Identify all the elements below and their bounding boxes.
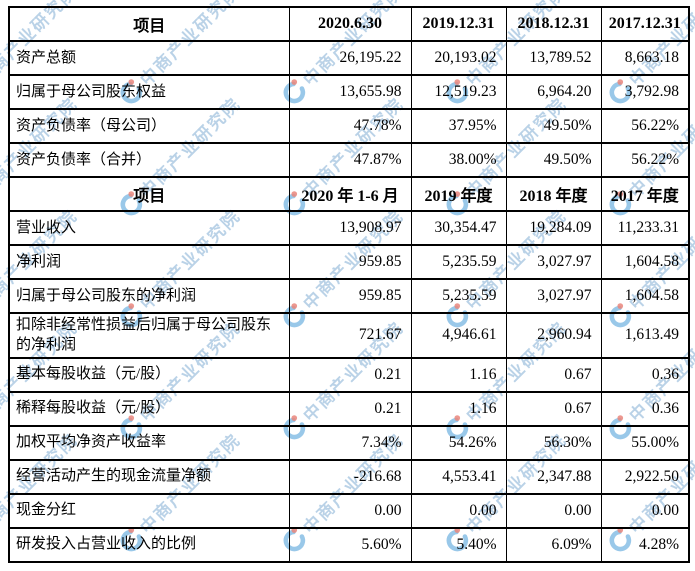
row-label: 研发投入占营业收入的比例 (8, 526, 290, 563)
table-row: 扣除非经常性损益后归属于母公司股东的净利润 721.67 4,946.61 2,960… (8, 312, 690, 359)
value-cell: 4,946.61 (410, 312, 507, 359)
value-cell: 0.36 (600, 356, 690, 393)
value-cell: 5.60% (288, 526, 412, 563)
value-cell: 8,663.18 (600, 40, 690, 76)
value-cell: 3,027.97 (505, 244, 602, 280)
value-cell: 0.21 (288, 356, 412, 393)
header-cell-period: 2019.12.31 (410, 6, 507, 42)
header-cell-item: 项目 (8, 176, 290, 212)
table-row: 营业收入 13,908.97 30,354.47 19,284.09 11,233.31 (8, 210, 690, 246)
table-row: 净利润 959.85 5,235.59 3,027.97 1,604.58 (8, 244, 690, 280)
table-row: 基本每股收益（元/股） 0.21 1.16 0.67 0.36 (8, 356, 690, 393)
value-cell: 1,604.58 (600, 244, 690, 280)
value-cell: 19,284.09 (505, 210, 602, 246)
row-label: 净利润 (8, 244, 290, 280)
table-row: 资产负债率（母公司） 47.78% 37.95% 49.50% 56.22% (8, 108, 690, 144)
header-cell-period: 2019 年度 (410, 176, 507, 212)
value-cell: 7.34% (288, 424, 412, 461)
value-cell: 38.00% (410, 142, 507, 178)
table-row: 经营活动产生的现金流量净额 -216.68 4,553.41 2,347.88 2,92… (8, 458, 690, 495)
value-cell: 56.30% (505, 424, 602, 461)
value-cell: 5,235.59 (410, 244, 507, 280)
value-cell: 6.09% (505, 526, 602, 563)
value-cell: 3,027.97 (505, 278, 602, 314)
value-cell: 13,908.97 (288, 210, 412, 246)
value-cell: 4.28% (600, 526, 690, 563)
row-label: 扣除非经常性损益后归属于母公司股东的净利润 (8, 312, 290, 359)
financial-table-body: 项目 2020.6.30 2019.12.31 2018.12.31 2017.12.3… (8, 6, 690, 563)
value-cell: 2,347.88 (505, 458, 602, 495)
row-label: 归属于母公司股东权益 (8, 74, 290, 110)
value-cell: 49.50% (505, 142, 602, 178)
table-row: 加权平均净资产收益率 7.34% 54.26% 56.30% 55.00% (8, 424, 690, 461)
value-cell: 47.78% (288, 108, 412, 144)
value-cell: 5.40% (410, 526, 507, 563)
header-cell-period: 2017 年度 (600, 176, 690, 212)
value-cell: 6,964.20 (505, 74, 602, 110)
value-cell: 11,233.31 (600, 210, 690, 246)
row-label: 营业收入 (8, 210, 290, 246)
row-label: 资产负债率（合并） (8, 142, 290, 178)
header-row: 项目 2020 年 1-6 月 2019 年度 2018 年度 2017 年度 (8, 176, 690, 212)
value-cell: 56.22% (600, 108, 690, 144)
value-cell: 0.67 (505, 390, 602, 427)
financial-summary-table: 项目 2020.6.30 2019.12.31 2018.12.31 2017.12.3… (8, 6, 690, 563)
table-row: 资产总额 26,195.22 20,193.02 13,789.52 8,663.18 (8, 40, 690, 76)
row-label: 现金分红 (8, 492, 290, 529)
value-cell: 13,789.52 (505, 40, 602, 76)
value-cell: 959.85 (288, 278, 412, 314)
table-row: 稀释每股收益（元/股） 0.21 1.16 0.67 0.36 (8, 390, 690, 427)
value-cell: 5,235.59 (410, 278, 507, 314)
row-label: 资产负债率（母公司） (8, 108, 290, 144)
value-cell: 0.36 (600, 390, 690, 427)
value-cell: -216.68 (288, 458, 412, 495)
value-cell: 2,922.50 (600, 458, 690, 495)
header-cell-period: 2020.6.30 (288, 6, 412, 42)
value-cell: 721.67 (288, 312, 412, 359)
value-cell: 0.00 (505, 492, 602, 529)
value-cell: 0.00 (288, 492, 412, 529)
value-cell: 4,553.41 (410, 458, 507, 495)
value-cell: 30,354.47 (410, 210, 507, 246)
value-cell: 54.26% (410, 424, 507, 461)
table-row: 归属于母公司股东权益 13,655.98 12,519.23 6,964.20 3,79… (8, 74, 690, 110)
value-cell: 56.22% (600, 142, 690, 178)
value-cell: 0.21 (288, 390, 412, 427)
value-cell: 0.67 (505, 356, 602, 393)
table-row: 现金分红 0.00 0.00 0.00 0.00 (8, 492, 690, 529)
table-row: 研发投入占营业收入的比例 5.60% 5.40% 6.09% 4.28% (8, 526, 690, 563)
value-cell: 37.95% (410, 108, 507, 144)
header-row: 项目 2020.6.30 2019.12.31 2018.12.31 2017.12.3… (8, 6, 690, 42)
header-cell-period: 2020 年 1-6 月 (288, 176, 412, 212)
value-cell: 12,519.23 (410, 74, 507, 110)
value-cell: 0.00 (600, 492, 690, 529)
value-cell: 1.16 (410, 356, 507, 393)
value-cell: 0.00 (410, 492, 507, 529)
row-label: 资产总额 (8, 40, 290, 76)
header-cell-period: 2017.12.31 (600, 6, 690, 42)
header-cell-item: 项目 (8, 6, 290, 42)
row-label: 稀释每股收益（元/股） (8, 390, 290, 427)
value-cell: 49.50% (505, 108, 602, 144)
value-cell: 55.00% (600, 424, 690, 461)
value-cell: 2,960.94 (505, 312, 602, 359)
row-label: 经营活动产生的现金流量净额 (8, 458, 290, 495)
value-cell: 1,604.58 (600, 278, 690, 314)
value-cell: 13,655.98 (288, 74, 412, 110)
table-row: 归属于母公司股东的净利润 959.85 5,235.59 3,027.97 1,604.… (8, 278, 690, 314)
value-cell: 3,792.98 (600, 74, 690, 110)
row-label: 加权平均净资产收益率 (8, 424, 290, 461)
value-cell: 47.87% (288, 142, 412, 178)
value-cell: 1.16 (410, 390, 507, 427)
value-cell: 26,195.22 (288, 40, 412, 76)
row-label: 基本每股收益（元/股） (8, 356, 290, 393)
header-cell-period: 2018.12.31 (505, 6, 602, 42)
header-cell-period: 2018 年度 (505, 176, 602, 212)
value-cell: 1,613.49 (600, 312, 690, 359)
value-cell: 959.85 (288, 244, 412, 280)
row-label: 归属于母公司股东的净利润 (8, 278, 290, 314)
table-row: 资产负债率（合并） 47.87% 38.00% 49.50% 56.22% (8, 142, 690, 178)
value-cell: 20,193.02 (410, 40, 507, 76)
